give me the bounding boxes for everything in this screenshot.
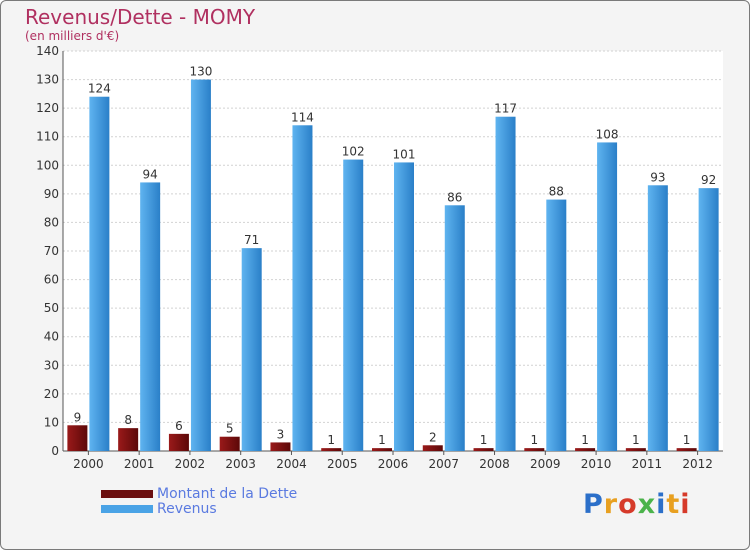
y-tick-label: 40 [44, 330, 59, 344]
data-label-dette: 8 [124, 413, 132, 427]
bar-revenus [343, 159, 364, 452]
bar-revenus [89, 96, 110, 451]
data-label-revenus: 86 [447, 190, 462, 204]
y-tick-label: 100 [36, 158, 59, 172]
logo-letter: t [666, 489, 681, 520]
x-tick-label: 2003 [225, 457, 256, 471]
bar-revenus [546, 199, 567, 451]
x-tick-label: 2002 [175, 457, 206, 471]
y-tick-label: 110 [36, 130, 59, 144]
bars-layer [67, 79, 719, 452]
logo-letter: o [618, 489, 638, 520]
bar-dette [321, 448, 342, 451]
data-label-dette: 3 [277, 427, 285, 441]
x-tick-label: 2010 [581, 457, 612, 471]
bar-revenus [140, 182, 161, 451]
bar-revenus [241, 248, 262, 451]
y-tick-label: 90 [44, 187, 59, 201]
bar-revenus [698, 188, 719, 451]
bar-dette [118, 428, 139, 451]
data-label-dette: 1 [632, 433, 640, 447]
bar-revenus [444, 205, 465, 451]
x-tick-label: 2008 [479, 457, 510, 471]
x-tick-label: 2005 [327, 457, 358, 471]
y-tick-label: 10 [44, 415, 59, 429]
y-tick-label: 30 [44, 358, 59, 372]
data-label-revenus: 108 [596, 127, 619, 141]
data-label-dette: 1 [683, 433, 691, 447]
y-tick-label: 120 [36, 101, 59, 115]
legend-swatch-dette [101, 490, 153, 498]
x-tick-label: 2000 [73, 457, 104, 471]
data-label-dette: 1 [327, 433, 335, 447]
bar-dette [625, 448, 646, 451]
data-label-revenus: 71 [244, 233, 259, 247]
x-tick-label: 2009 [530, 457, 561, 471]
y-tick-label: 50 [44, 301, 59, 315]
data-label-revenus: 102 [342, 145, 365, 159]
bar-revenus [394, 162, 414, 451]
bar-revenus [495, 116, 516, 451]
x-tick-label: 2006 [378, 457, 409, 471]
logo-letter: i [680, 489, 691, 520]
x-tick-label: 2004 [276, 457, 307, 471]
data-label-dette: 1 [480, 433, 488, 447]
logo-letter: x [637, 489, 657, 520]
bar-dette [575, 448, 596, 451]
grid-layer [62, 50, 723, 455]
bar-dette [422, 445, 443, 451]
data-label-revenus: 130 [189, 65, 212, 79]
data-label-dette: 6 [175, 419, 183, 433]
data-label-dette: 5 [226, 422, 234, 436]
data-label-revenus: 92 [701, 173, 716, 187]
data-label-dette: 2 [429, 430, 437, 444]
bar-revenus [647, 185, 668, 452]
logo-letter: i [656, 489, 667, 520]
labels-layer: 0 10 20 30 40 50 60 70 80 90 100 110 120 130 140 2000 9 1… [36, 44, 716, 471]
legend-swatch-revenus [101, 505, 153, 513]
y-tick-label: 0 [51, 444, 59, 458]
data-label-dette: 1 [530, 433, 538, 447]
data-label-dette: 9 [74, 410, 82, 424]
logo-letter: r [603, 489, 619, 520]
legend-label-revenus: Revenus [157, 501, 217, 517]
y-tick-label: 20 [44, 387, 59, 401]
data-label-revenus: 117 [494, 102, 517, 116]
bar-dette [219, 436, 240, 451]
y-tick-label: 130 [36, 73, 59, 87]
bar-dette [67, 425, 88, 451]
bar-dette [372, 448, 392, 451]
bar-revenus [597, 142, 618, 451]
x-tick-label: 2001 [124, 457, 155, 471]
bar-revenus [292, 125, 313, 452]
logo-letter: P [583, 489, 604, 520]
bar-revenus [190, 79, 211, 452]
bar-dette [524, 448, 545, 451]
x-tick-label: 2012 [682, 457, 713, 471]
x-tick-label: 2007 [428, 457, 459, 471]
legend-label-dette: Montant de la Dette [157, 486, 298, 502]
y-tick-label: 60 [44, 273, 59, 287]
data-label-revenus: 124 [88, 82, 111, 96]
data-label-revenus: 88 [549, 185, 564, 199]
y-tick-label: 80 [44, 215, 59, 229]
chart-subtitle: (en milliers d'€) [25, 29, 120, 43]
data-label-revenus: 101 [393, 147, 416, 161]
bar-dette [168, 433, 189, 451]
data-label-revenus: 114 [291, 110, 314, 124]
proxiti-logo: Proxiti [583, 489, 691, 520]
y-tick-label: 140 [36, 44, 59, 58]
chart-title: Revenus/Dette - MOMY [25, 5, 256, 29]
data-label-revenus: 93 [650, 170, 665, 184]
bar-dette [270, 442, 291, 451]
bar-dette [473, 448, 494, 451]
data-label-dette: 1 [581, 433, 589, 447]
data-label-revenus: 94 [143, 167, 158, 181]
bar-dette [676, 448, 697, 451]
x-tick-label: 2011 [632, 457, 663, 471]
data-label-dette: 1 [378, 433, 386, 447]
y-tick-label: 70 [44, 244, 59, 258]
